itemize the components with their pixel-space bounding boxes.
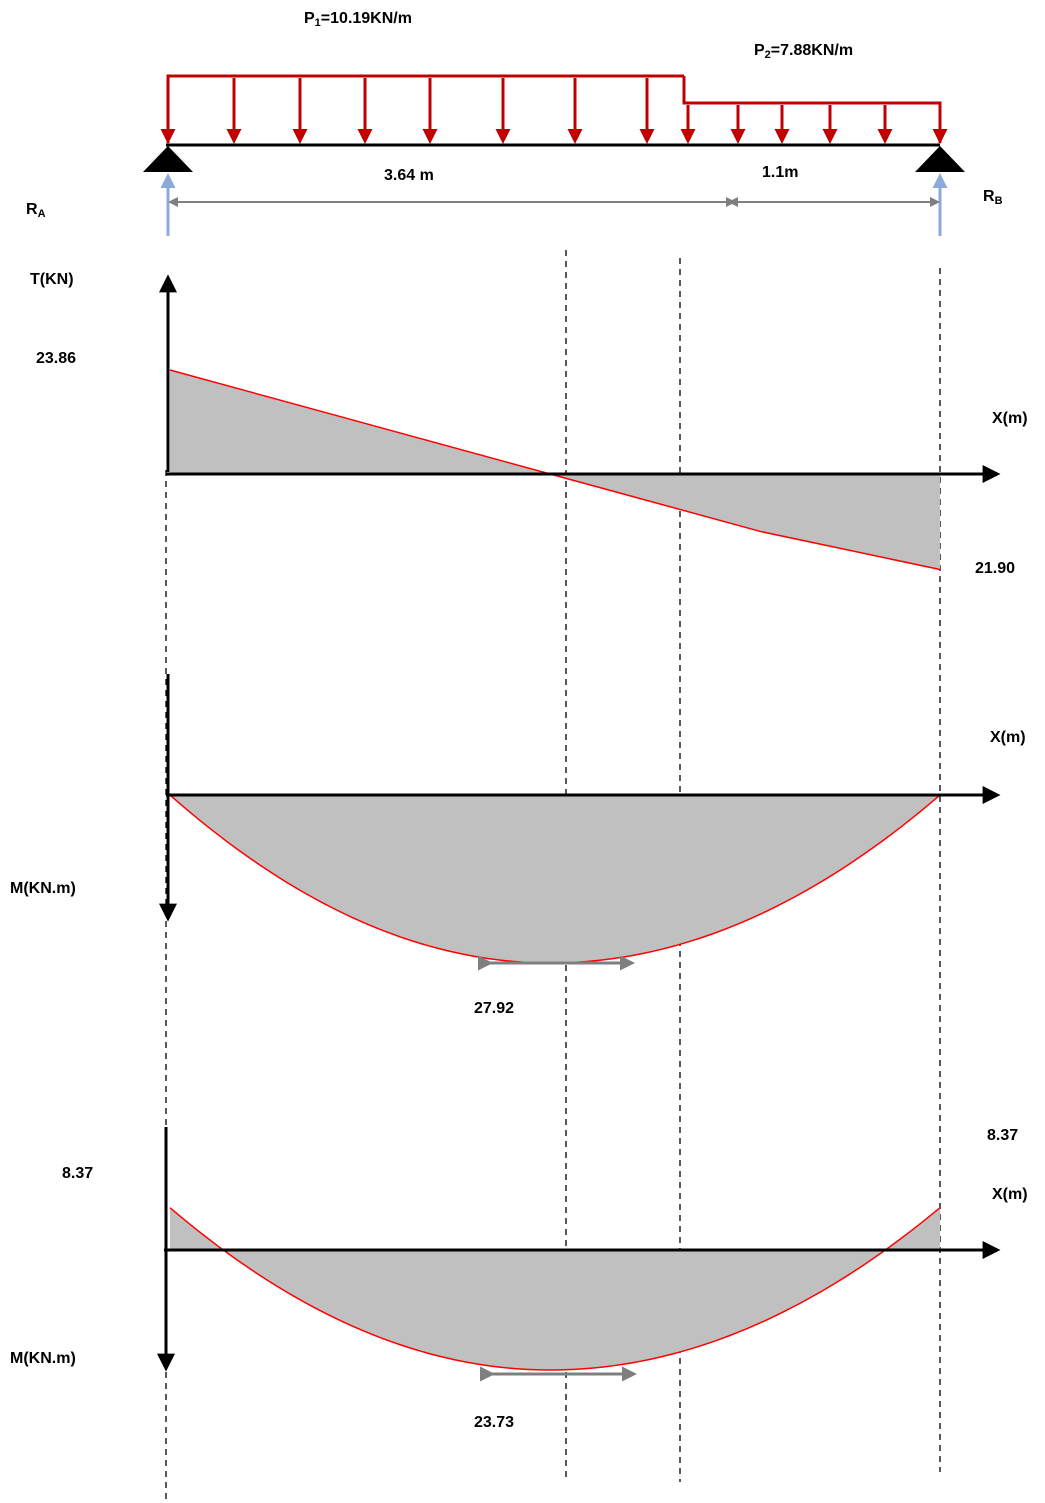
load-p2-label: P2=7.88KN/m <box>754 42 854 61</box>
reaction-a-label: RA <box>26 201 46 220</box>
shear-area <box>170 370 940 570</box>
span-a-label: 3.64 m <box>384 167 434 184</box>
shear-min-value: 21.90 <box>975 560 1016 577</box>
moment2-left-value: 8.37 <box>62 1165 94 1182</box>
load-p2 <box>682 76 942 143</box>
moment1-axis-label: M(KN.m) <box>10 880 76 897</box>
moment1-max-value: 27.92 <box>474 1000 515 1017</box>
load-p2-top <box>682 76 942 143</box>
moment1-x-label: X(m) <box>990 729 1026 746</box>
moment2-axis-label: M(KN.m) <box>10 1350 76 1367</box>
shear-x-label: X(m) <box>992 410 1028 427</box>
shear-max-value: 23.86 <box>36 350 77 367</box>
load-p1-label: P1=10.19KN/m <box>304 10 412 29</box>
support-a <box>143 146 193 172</box>
support-b <box>915 146 965 172</box>
moment1-area <box>170 795 940 963</box>
reaction-b-label: RB <box>983 188 1003 207</box>
load-arrows <box>160 78 948 144</box>
shear-curve <box>169 369 941 571</box>
moment2-max-value: 23.73 <box>474 1414 515 1431</box>
moment2-area <box>170 1207 940 1370</box>
moment2-right-value: 8.37 <box>987 1127 1019 1144</box>
load-p1-top <box>166 74 684 143</box>
shear-axis-label: T(KN) <box>30 271 74 288</box>
moment2-x-label: X(m) <box>992 1186 1028 1203</box>
span-b-label: 1.1m <box>762 164 799 181</box>
load-p1 <box>166 74 684 143</box>
